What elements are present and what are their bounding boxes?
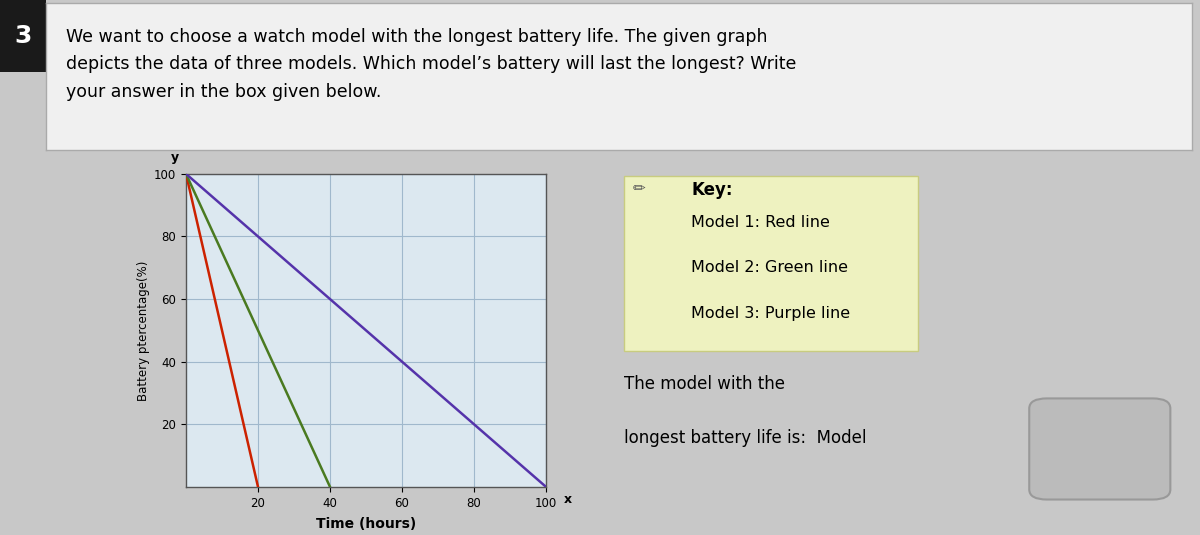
Text: 3: 3 (14, 24, 31, 48)
Text: We want to choose a watch model with the longest battery life. The given graph
d: We want to choose a watch model with the… (66, 28, 797, 101)
Text: Model 3: Purple line: Model 3: Purple line (691, 305, 851, 320)
Text: ✏: ✏ (632, 181, 646, 196)
X-axis label: Time (hours): Time (hours) (316, 516, 416, 531)
FancyBboxPatch shape (1030, 399, 1170, 500)
Text: y: y (170, 151, 179, 164)
Y-axis label: Battery ptercentage(%): Battery ptercentage(%) (137, 260, 150, 401)
Text: Key:: Key: (691, 181, 733, 199)
Text: x: x (564, 493, 572, 506)
Text: Model 1: Red line: Model 1: Red line (691, 215, 830, 230)
Text: The model with the: The model with the (624, 375, 785, 393)
FancyBboxPatch shape (624, 176, 918, 351)
Text: Model 2: Green line: Model 2: Green line (691, 260, 848, 275)
Text: longest battery life is:  Model: longest battery life is: Model (624, 429, 866, 447)
